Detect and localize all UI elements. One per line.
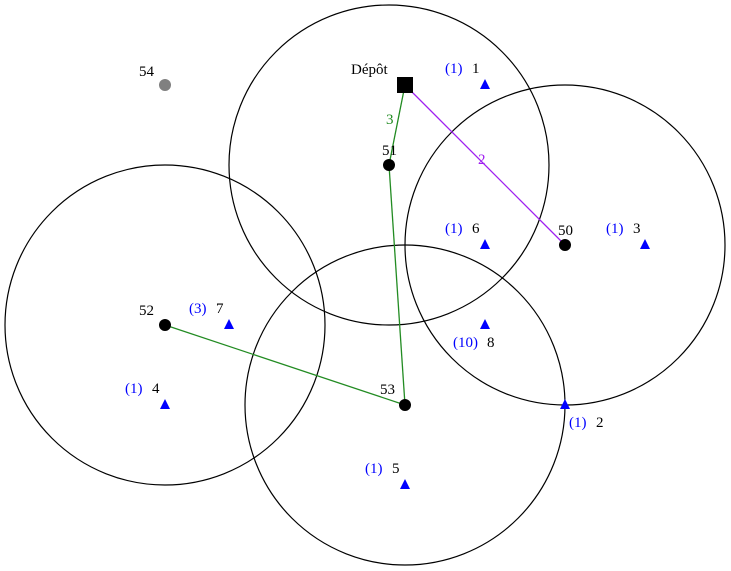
customer-demand-3: (1) — [606, 221, 624, 237]
customer-marker-2 — [560, 399, 570, 409]
route-edge-depot-50 — [404, 84, 566, 246]
customer-label-6: 6 — [472, 221, 480, 237]
customer-label-3: 3 — [633, 221, 641, 237]
route-edge-51-53 — [388, 164, 406, 406]
customer-label-7: 7 — [216, 301, 224, 317]
depot-label: Dépôt — [351, 62, 388, 78]
route-purple — [404, 84, 566, 246]
facility-label-51: 51 — [382, 143, 397, 159]
coverage-circles — [4, 4, 726, 566]
customer-demand-7: (3) — [189, 301, 207, 317]
customer-label-2: 2 — [596, 415, 604, 431]
route-green — [164, 84, 406, 406]
customer-marker-5 — [400, 479, 410, 489]
customer-demand-2: (1) — [569, 415, 587, 431]
facility-node-53 — [399, 399, 411, 411]
customer-marker-6 — [480, 239, 490, 249]
customer-marker-7 — [224, 319, 234, 329]
customer-demand-4: (1) — [125, 381, 143, 397]
facility-label-54: 54 — [139, 64, 155, 80]
depot: Dépôt — [351, 62, 413, 93]
customer-marker-1 — [480, 79, 490, 89]
customer-demand-6: (1) — [445, 221, 463, 237]
facility-label-50: 50 — [558, 223, 573, 239]
customer-demand-5: (1) — [365, 461, 383, 477]
facility-label-53: 53 — [380, 382, 395, 398]
facility-node-50 — [559, 239, 571, 251]
facilities: 50 51 52 53 54 — [139, 64, 573, 411]
customer-label-1: 1 — [472, 61, 480, 77]
route-label-green: 3 — [386, 112, 394, 128]
customer-label-5: 5 — [392, 461, 400, 477]
customer-label-8: 8 — [487, 335, 495, 351]
coverage-circle-52 — [4, 164, 326, 486]
customer-demand-1: (1) — [445, 61, 463, 77]
customers: (1) 1 (1) 2 (1) 3 (1) 4 (1) 5 (1) 6 (3) … — [125, 61, 650, 489]
customer-marker-4 — [160, 399, 170, 409]
coverage-circle-51 — [228, 4, 550, 326]
customer-demand-8: (10) — [453, 335, 478, 351]
depot-square — [397, 77, 413, 93]
route-edge-depot-51 — [388, 84, 406, 166]
customer-marker-8 — [480, 319, 490, 329]
facility-label-52: 52 — [139, 303, 154, 319]
facility-node-51 — [383, 159, 395, 171]
facility-node-52 — [159, 319, 171, 331]
route-edge-53-52 — [164, 324, 406, 406]
facility-node-54 — [159, 79, 171, 91]
route-label-purple: 2 — [478, 152, 486, 168]
customer-marker-3 — [640, 239, 650, 249]
customer-label-4: 4 — [152, 381, 160, 397]
